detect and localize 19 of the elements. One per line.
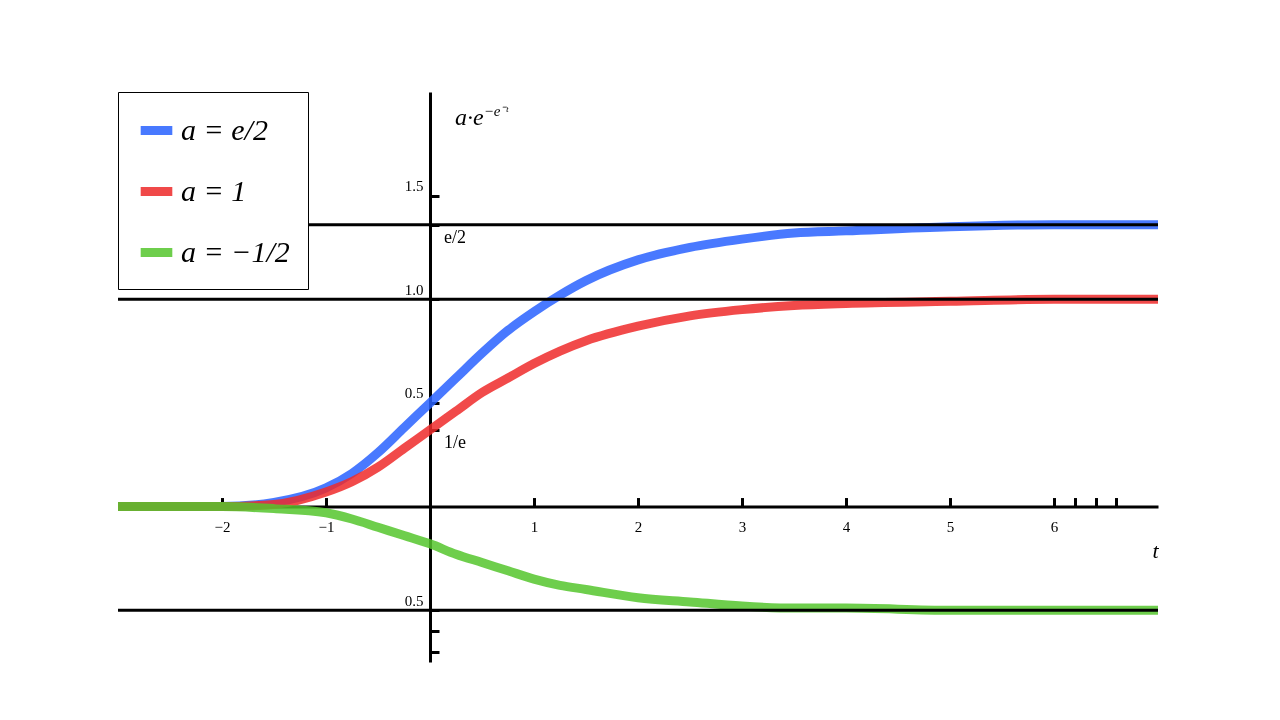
annotation: e/2: [444, 226, 466, 247]
y-tick-label: 1.0: [404, 281, 424, 298]
legend-label: a = −1/2: [181, 234, 290, 268]
annotation: 1/e: [444, 432, 466, 453]
x-tick-label: 6: [1050, 519, 1059, 536]
y-tick-label: 1.5: [404, 178, 424, 195]
x-tick-label: 3: [738, 519, 747, 536]
x-tick-label: −1: [318, 519, 335, 536]
x-tick-label: 1: [530, 519, 539, 536]
y-tick-label: 0.5: [404, 385, 424, 402]
legend-label: a = e/2: [181, 112, 268, 146]
x-axis-title: t: [1152, 538, 1160, 564]
x-tick-label: 2: [634, 519, 643, 536]
legend-label: a = 1: [181, 173, 247, 207]
x-tick-label: 5: [946, 519, 955, 536]
x-tick-label: 4: [842, 519, 851, 536]
y-axis-title: a·e$^{−e⁻ᵗ}$: [455, 102, 508, 131]
x-tick-label: −2: [214, 519, 231, 536]
y-tick-label: 0.5: [404, 592, 424, 609]
